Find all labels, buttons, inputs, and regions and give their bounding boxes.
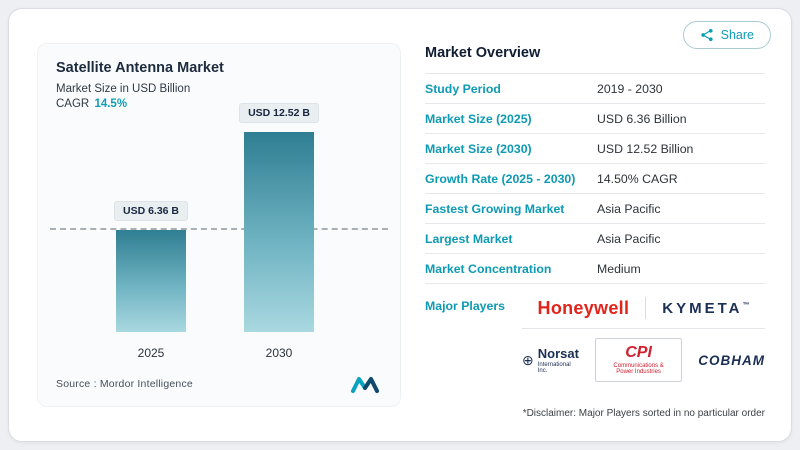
share-label: Share — [720, 28, 754, 42]
logo-divider — [645, 297, 647, 319]
source-note: Source : Mordor Intelligence — [56, 378, 193, 390]
row-label: Market Size (2025) — [425, 111, 532, 126]
table-row: Study Period 2019 - 2030 — [425, 74, 765, 104]
row-value: 2019 - 2030 — [597, 81, 663, 96]
logo-row: ⊕ Norsat International Inc. CPI Communic… — [522, 338, 765, 382]
globe-icon: ⊕ — [522, 352, 534, 368]
honeywell-logo: Honeywell — [537, 297, 630, 318]
reference-line — [50, 228, 388, 230]
row-label: Fastest Growing Market — [425, 201, 565, 216]
row-value: USD 12.52 Billion — [597, 141, 694, 156]
x-axis-label-2030: 2030 — [265, 346, 293, 360]
norsat-subtext: International Inc. — [537, 361, 571, 374]
bar-group-2025: USD 6.36 B 2025 — [113, 201, 189, 360]
share-icon — [700, 28, 713, 42]
row-value: Medium — [597, 261, 641, 276]
table-row: Market Size (2030) USD 12.52 Billion — [425, 134, 765, 164]
trademark-symbol: ™ — [742, 301, 750, 309]
market-overview-panel: Market Overview Study Period 2019 - 2030… — [425, 45, 765, 427]
row-value: USD 6.36 Billion — [597, 111, 687, 126]
cagr-label: CAGR — [56, 98, 90, 110]
major-players-logos: Honeywell KYMETA™ ⊕ Norsat International… — [522, 297, 765, 382]
bar-value-label-2025: USD 6.36 B — [113, 201, 189, 221]
row-label: Growth Rate (2025 - 2030) — [425, 171, 576, 186]
bar-value-label-2030: USD 12.52 B — [239, 103, 319, 123]
overview-table: Study Period 2019 - 2030 Market Size (20… — [425, 73, 765, 284]
logo-row: Honeywell KYMETA™ — [522, 297, 765, 329]
report-card: Share Satellite Antenna Market Market Si… — [8, 8, 792, 442]
chart-subtitle: Market Size in USD Billion — [56, 83, 191, 95]
row-value: Asia Pacific — [597, 201, 661, 216]
bar-chart: USD 6.36 B 2025 USD 12.52 B 2030 — [50, 52, 388, 360]
cpi-wordmark: CPI — [625, 344, 652, 361]
norsat-logo: ⊕ Norsat International Inc. — [522, 347, 579, 374]
major-players-label: Major Players — [425, 299, 505, 313]
row-label: Market Concentration — [425, 261, 552, 276]
major-players-section: Major Players Honeywell KYMETA™ ⊕ Norsat… — [425, 297, 765, 382]
bar-group-2030: USD 12.52 B 2030 — [239, 103, 319, 360]
bar-2030[interactable] — [244, 132, 314, 332]
table-row: Growth Rate (2025 - 2030) 14.50% CAGR — [425, 164, 765, 194]
row-label: Study Period — [425, 81, 501, 96]
table-row: Fastest Growing Market Asia Pacific — [425, 194, 765, 224]
mordor-intelligence-logo — [351, 377, 379, 393]
x-axis-label-2025: 2025 — [137, 346, 165, 360]
row-label: Largest Market — [425, 231, 513, 246]
cpi-subtext: Communications & Power Industries — [613, 363, 664, 375]
table-row: Market Size (2025) USD 6.36 Billion — [425, 104, 765, 134]
source-label: Source : — [56, 378, 97, 390]
cagr-value: 14.5% — [94, 98, 128, 110]
norsat-wordmark: Norsat — [537, 345, 579, 361]
row-value: Asia Pacific — [597, 231, 661, 246]
chart-panel: Satellite Antenna Market Market Size in … — [37, 43, 401, 407]
bar-2025[interactable] — [116, 230, 186, 332]
row-value: 14.50% CAGR — [597, 171, 678, 186]
table-row: Market Concentration Medium — [425, 254, 765, 284]
chart-cagr: CAGR 14.5% — [56, 98, 382, 110]
share-button[interactable]: Share — [682, 21, 771, 49]
disclaimer-text: *Disclaimer: Major Players sorted in no … — [522, 408, 765, 419]
kymeta-wordmark: KYMETA — [662, 299, 743, 317]
cobham-logo: COBHAM — [698, 352, 765, 368]
cpi-logo: CPI Communications & Power Industries — [594, 338, 683, 382]
source-value: Mordor Intelligence — [99, 378, 193, 390]
overview-title: Market Overview — [425, 45, 541, 61]
table-row: Largest Market Asia Pacific — [425, 224, 765, 254]
kymeta-logo: KYMETA™ — [662, 300, 749, 317]
chart-title: Satellite Antenna Market — [56, 60, 224, 76]
row-label: Market Size (2030) — [425, 141, 532, 156]
